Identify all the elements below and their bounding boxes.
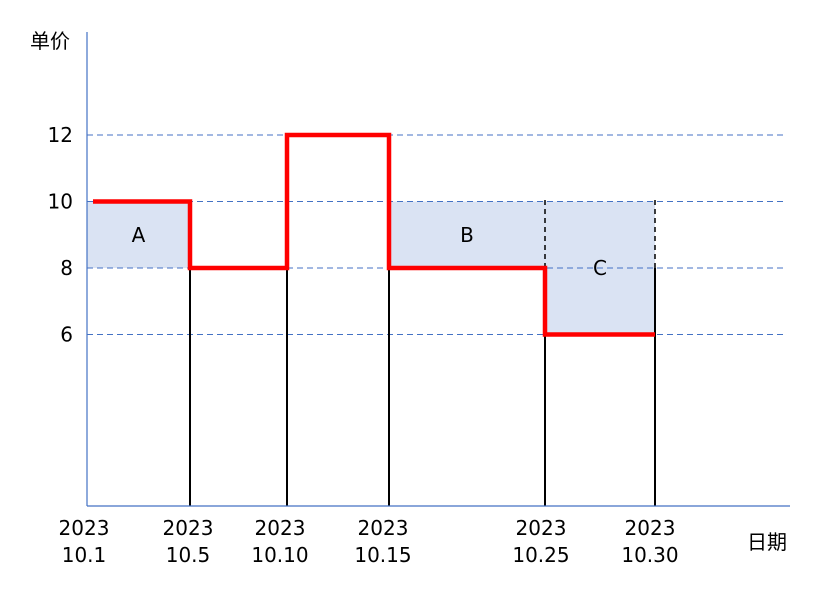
price-line	[93, 132, 655, 337]
y-tick-label-12: 12	[48, 123, 73, 147]
y-tick-label-10: 10	[48, 190, 73, 214]
y-tick-label-8: 8	[60, 256, 73, 280]
region-b	[389, 201, 545, 268]
x-tick-date-5: 10.5	[166, 543, 211, 567]
x-tick-date-1: 10.1	[62, 543, 107, 567]
x-tick-date-15: 10.15	[354, 543, 411, 567]
shaded-regions	[87, 201, 655, 335]
x-tick-date-25: 10.25	[512, 543, 569, 567]
x-tick-year-25: 2023	[516, 516, 567, 540]
region-labels: A B C	[132, 223, 607, 280]
x-tick-year-1: 2023	[59, 516, 110, 540]
x-tick-year-5: 2023	[163, 516, 214, 540]
price-step-line	[93, 132, 655, 337]
x-tick-year-10: 2023	[255, 516, 306, 540]
region-label-b: B	[460, 223, 474, 247]
date-vertical-lines	[189, 135, 656, 506]
region-label-a: A	[132, 223, 146, 247]
grid-lines	[87, 134, 784, 335]
x-tick-date-10: 10.10	[251, 543, 308, 567]
y-axis-label: 单价	[30, 29, 70, 53]
x-tick-date-30: 10.30	[621, 543, 678, 567]
region-label-c: C	[593, 256, 607, 280]
x-tick-year-30: 2023	[625, 516, 676, 540]
tick-labels: 6 8 10 12 2023 10.1 2023 10.5 2023 10.10 2023 10.15…	[48, 123, 679, 567]
region-a	[87, 201, 190, 268]
x-axis-label: 日期	[747, 530, 787, 554]
axes	[86, 32, 790, 507]
y-tick-label-6: 6	[60, 323, 73, 347]
x-tick-year-15: 2023	[358, 516, 409, 540]
